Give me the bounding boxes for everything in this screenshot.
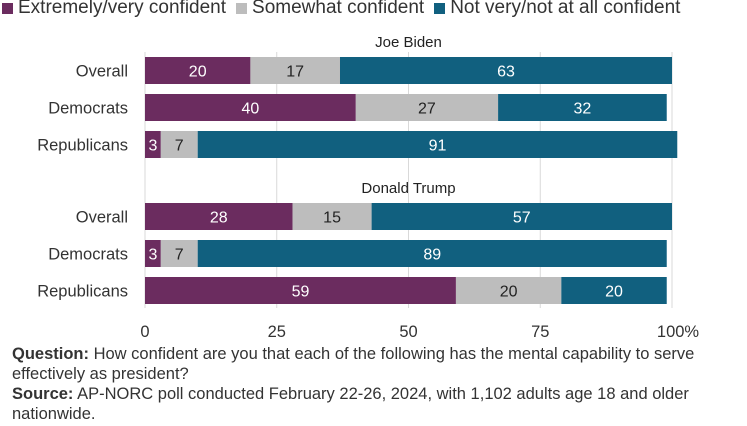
legend-label-notvery: Not very/not at all confident: [450, 0, 681, 18]
data-label-1-2-1: 20: [500, 284, 518, 301]
bar-1-2-2: [561, 277, 667, 304]
category-label-0-1: Democrats: [48, 100, 128, 118]
bar-1-0-1: [292, 203, 372, 230]
question-note: Question: How confident are you that eac…: [12, 344, 742, 384]
legend-swatch-extremely: [2, 2, 13, 14]
data-label-0-0-0: 20: [189, 64, 207, 81]
data-label-1-2-2: 20: [605, 284, 623, 301]
data-label-0-2-1: 7: [175, 138, 184, 155]
legend-item-extremely: Extremely/very confident: [0, 0, 226, 19]
bar-0-1-0: [145, 94, 356, 121]
bar-1-0-0: [145, 203, 293, 230]
data-label-0-1-2: 32: [574, 101, 592, 118]
bar-0-0-0: [145, 57, 251, 84]
bar-0-0-2: [339, 57, 672, 84]
data-label-0-1-0: 40: [242, 101, 260, 118]
source-label: Source:: [12, 385, 74, 403]
source-text: AP-NORC poll conducted February 22-26, 2…: [12, 385, 689, 423]
bar-0-1-1: [355, 94, 499, 121]
data-label-0-2-0: 3: [148, 138, 157, 155]
bar-0-0-1: [250, 57, 340, 84]
data-label-1-0-0: 28: [210, 210, 228, 227]
bar-1-2-0: [145, 277, 456, 304]
x-tick-label-25: 25: [268, 323, 286, 341]
data-label-1-1-1: 7: [175, 247, 184, 264]
legend-swatch-notvery: [434, 2, 446, 14]
data-label-0-2-2: 91: [429, 138, 447, 155]
bar-1-1-1: [160, 240, 198, 267]
data-label-0-0-2: 63: [497, 64, 515, 81]
bar-1-1-0: [145, 240, 161, 267]
legend-swatch-somewhat: [236, 2, 248, 14]
category-label-1-1: Democrats: [48, 246, 128, 264]
data-label-1-0-1: 15: [323, 210, 341, 227]
question-label: Question:: [12, 345, 89, 363]
stacked-bar-chart: Joe Biden Overall 20 17 63 Democrats 40 27 32 Rep…: [37, 34, 700, 341]
bar-0-1-2: [498, 94, 667, 121]
data-label-1-2-0: 59: [292, 284, 310, 301]
category-label-0-2: Republicans: [37, 137, 128, 155]
legend-label-somewhat: Somewhat confident: [252, 0, 425, 18]
chart-footer: Question: How confident are you that eac…: [12, 344, 742, 424]
bar-0-2-1: [160, 131, 198, 158]
category-label-1-0: Overall: [76, 209, 128, 227]
x-tick-label-75: 75: [531, 323, 549, 341]
legend-item-somewhat: Somewhat confident: [234, 0, 424, 19]
group-title-1: Donald Trump: [361, 180, 455, 197]
x-tick-label-50: 50: [399, 323, 417, 341]
bar-0-2-0: [145, 131, 161, 158]
data-label-1-0-2: 57: [513, 210, 531, 227]
data-label-0-0-1: 17: [286, 64, 304, 81]
bar-0-2-2: [197, 131, 678, 158]
bar-1-0-2: [371, 203, 672, 230]
bar-1-2-1: [455, 277, 562, 304]
group-title-0: Joe Biden: [375, 34, 442, 51]
legend-label-extremely: Extremely/very confident: [18, 0, 227, 18]
category-label-1-2: Republicans: [37, 283, 128, 301]
chart-legend: Extremely/very confident Somewhat confid…: [0, 0, 688, 20]
data-label-1-1-0: 3: [148, 247, 157, 264]
legend-item-notvery: Not very/not at all confident: [432, 0, 680, 19]
bar-1-1-2: [197, 240, 667, 267]
category-label-0-0: Overall: [76, 63, 128, 81]
data-label-1-1-2: 89: [423, 247, 441, 264]
data-label-0-1-1: 27: [418, 101, 436, 118]
x-tick-label-100: 100%: [657, 323, 700, 341]
source-note: Source: AP-NORC poll conducted February …: [12, 384, 742, 424]
question-text: How confident are you that each of the f…: [12, 345, 695, 383]
x-tick-label-0: 0: [140, 323, 149, 341]
